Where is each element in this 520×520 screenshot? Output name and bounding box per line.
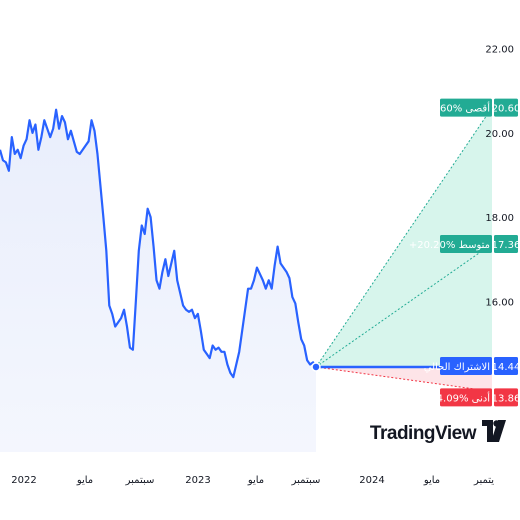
y-tick-label: 18.00 [485, 213, 514, 224]
x-tick-label: 2022 [11, 475, 36, 486]
forecast-tag-min: -4.09% أدنى 13.86 [433, 388, 520, 406]
x-axis: 2022 مايو سبتمبر 2023 مايو سبتمبر 2024 مايو يتمب… [11, 475, 494, 486]
forecast-tag-value: 20.60 [492, 104, 520, 115]
x-tick-label: يتمبر [473, 475, 494, 486]
forecast-tag-value: 13.86 [492, 393, 520, 404]
x-tick-label: سبتمبر [125, 475, 155, 486]
tradingview-wordmark: TradingView [370, 423, 477, 444]
x-tick-label: مايو [423, 475, 440, 486]
forecast-tag-max: +42.60% أقصى 20.60 [416, 99, 520, 117]
x-tick-label: مايو [76, 475, 93, 486]
y-tick-label: 16.00 [485, 297, 514, 308]
x-tick-label: 2024 [359, 475, 384, 486]
last-price-point [312, 363, 320, 371]
forecast-tag-label: +20.20% متوسط [409, 240, 490, 251]
forecast-tag-label: +42.60% أقصى [416, 102, 490, 115]
forecast-tag-value: 14.44 [492, 362, 520, 373]
y-tick-label: 22.00 [485, 45, 514, 56]
tradingview-logo-icon [482, 420, 506, 442]
x-tick-label: مايو [247, 475, 264, 486]
forecast-tag-label: الاشتراك الحالي [424, 362, 490, 373]
x-tick-label: سبتمبر [291, 475, 321, 486]
branding: TradingView [370, 420, 506, 444]
x-tick-label: 2023 [185, 475, 210, 486]
y-tick-label: 20.00 [485, 129, 514, 140]
forecast-tag-value: 17.36 [492, 240, 520, 251]
forecast-tag-label: -4.09% أدنى [433, 391, 490, 404]
